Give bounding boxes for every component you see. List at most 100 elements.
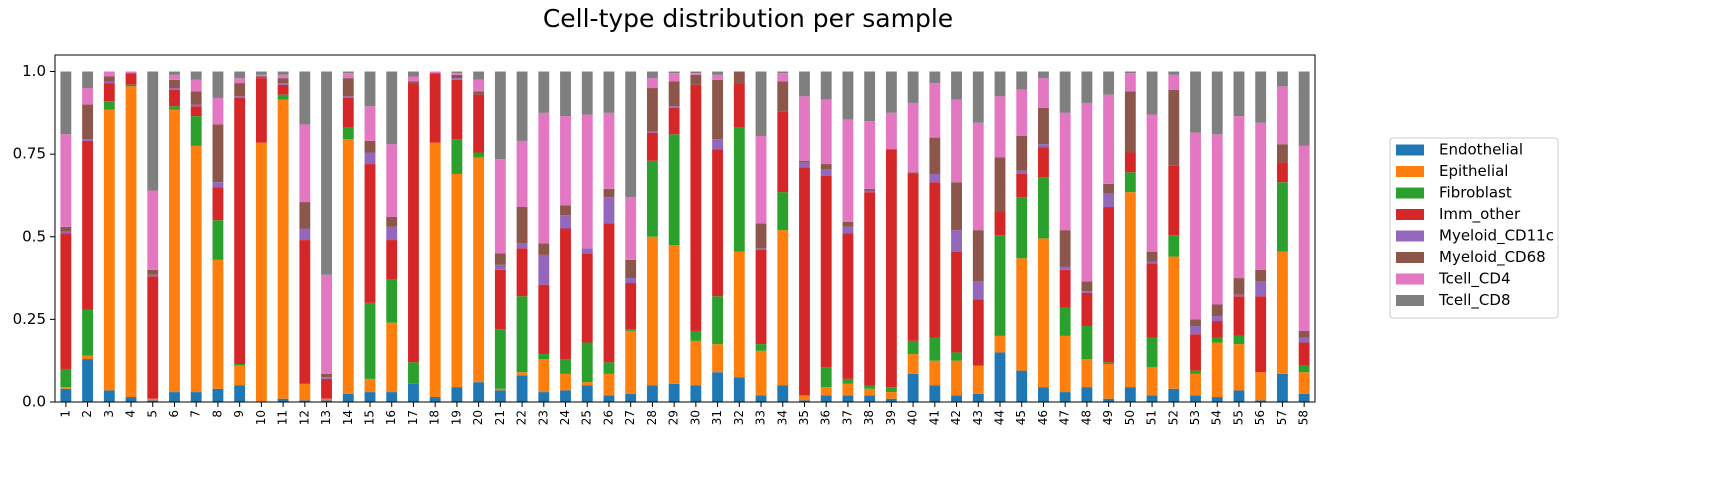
bar-segment bbox=[951, 182, 962, 231]
bar-segment bbox=[190, 392, 202, 402]
plot-area bbox=[60, 71, 1310, 403]
bar-segment bbox=[147, 276, 159, 399]
bar-segment bbox=[603, 223, 615, 363]
bar-segment bbox=[1059, 71, 1071, 113]
bar-segment bbox=[625, 197, 637, 260]
bar-segment bbox=[581, 382, 593, 386]
bar-segment bbox=[842, 395, 854, 402]
bar-segment bbox=[1016, 370, 1028, 402]
bar-segment bbox=[625, 283, 637, 330]
bar-segment bbox=[907, 340, 919, 355]
bar-segment bbox=[342, 96, 354, 98]
bar-segment bbox=[929, 182, 941, 338]
x-tick-label: 19 bbox=[449, 410, 463, 425]
bar-segment bbox=[190, 106, 202, 117]
bar-segment bbox=[125, 84, 137, 87]
bar-segment bbox=[625, 278, 637, 284]
bar-segment bbox=[451, 173, 463, 388]
bar-segment bbox=[321, 71, 332, 275]
bar-segment bbox=[408, 362, 419, 384]
bar-segment bbox=[820, 387, 832, 396]
bar-segment bbox=[364, 106, 376, 141]
x-tick-label: 2 bbox=[80, 410, 94, 418]
x-tick-label: 32 bbox=[732, 410, 746, 425]
bar-segment bbox=[1298, 365, 1310, 373]
bar-segment bbox=[929, 71, 941, 84]
bar-segment bbox=[451, 387, 463, 402]
x-tick-label: 16 bbox=[384, 410, 398, 425]
legend-swatch bbox=[1396, 166, 1424, 177]
bar-segment bbox=[125, 86, 137, 398]
bar-segment bbox=[1103, 363, 1115, 399]
bar-segment bbox=[125, 71, 137, 74]
bar-segment bbox=[299, 71, 311, 125]
x-tick-label: 57 bbox=[1275, 410, 1289, 425]
bar-segment bbox=[473, 157, 485, 383]
y-tick-label: 0.75 bbox=[13, 145, 46, 163]
bar-segment bbox=[538, 392, 550, 402]
bar-segment bbox=[234, 365, 246, 386]
bar-segment bbox=[103, 83, 115, 102]
bar-segment bbox=[951, 251, 962, 353]
bar-segment bbox=[169, 71, 180, 75]
bar-segment bbox=[169, 88, 180, 90]
bar-segment bbox=[1016, 135, 1028, 171]
x-tick-label: 12 bbox=[297, 410, 311, 425]
bar-segment bbox=[538, 359, 550, 393]
bar-segment bbox=[103, 109, 115, 391]
legend-swatch bbox=[1396, 295, 1424, 306]
bar-segment bbox=[907, 354, 919, 374]
bar-segment bbox=[82, 139, 94, 141]
bar-segment bbox=[277, 74, 289, 79]
bar-segment bbox=[864, 188, 876, 191]
bar-segment bbox=[299, 228, 311, 241]
bar-segment bbox=[1168, 256, 1180, 389]
bar-segment bbox=[820, 71, 832, 100]
bar-segment bbox=[560, 390, 571, 402]
bar-segment bbox=[1233, 71, 1245, 117]
bar-segment bbox=[1103, 362, 1115, 364]
bar-segment bbox=[842, 383, 854, 396]
bar-segment bbox=[234, 96, 246, 98]
bar-segment bbox=[603, 362, 615, 374]
bar-segment bbox=[277, 99, 289, 399]
bar-segment bbox=[668, 73, 680, 82]
bar-segment bbox=[1276, 373, 1288, 402]
bar-segment bbox=[842, 221, 854, 227]
bar-segment bbox=[60, 233, 72, 369]
bar-segment bbox=[1059, 266, 1071, 270]
y-tick-label: 0.0 bbox=[22, 393, 46, 411]
bar-segment bbox=[494, 71, 506, 160]
bar-segment bbox=[82, 309, 94, 356]
bar-segment bbox=[190, 71, 202, 80]
bar-segment bbox=[212, 71, 224, 98]
x-tick-label: 39 bbox=[884, 410, 898, 425]
bar-segment bbox=[690, 385, 702, 402]
bar-segment bbox=[1255, 122, 1267, 270]
x-tick-label: 46 bbox=[1036, 410, 1050, 425]
bar-segment bbox=[1146, 114, 1158, 252]
bar-segment bbox=[1038, 78, 1049, 108]
x-tick-label: 21 bbox=[493, 410, 507, 425]
bar-segment bbox=[690, 84, 702, 331]
bar-segment bbox=[494, 329, 506, 389]
bar-segment bbox=[364, 302, 376, 379]
x-tick-label: 6 bbox=[167, 410, 181, 418]
bar-segment bbox=[646, 160, 658, 237]
bar-segment bbox=[560, 215, 571, 229]
bar-segment bbox=[364, 378, 376, 393]
bar-segment bbox=[1276, 144, 1288, 163]
bar-segment bbox=[234, 83, 246, 97]
bar-segment bbox=[212, 388, 224, 402]
legend-label: Fibroblast bbox=[1439, 184, 1512, 202]
bar-segment bbox=[885, 112, 897, 150]
bar-segment bbox=[842, 233, 854, 379]
legend-swatch bbox=[1396, 273, 1424, 285]
bar-segment bbox=[646, 132, 658, 161]
bar-segment bbox=[516, 243, 528, 249]
bar-segment bbox=[386, 226, 398, 241]
bar-segment bbox=[1276, 251, 1288, 374]
x-tick-label: 33 bbox=[754, 410, 768, 425]
x-tick-label: 13 bbox=[319, 410, 333, 425]
bar-segment bbox=[103, 101, 115, 110]
